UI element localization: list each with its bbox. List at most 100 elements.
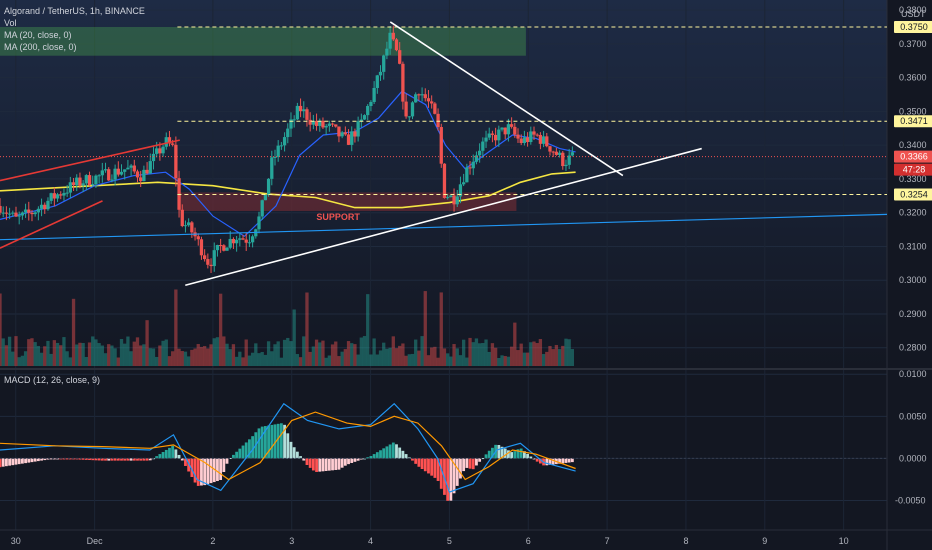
candle-body [46,200,50,210]
macd-histogram-bar [321,458,325,472]
macd-histogram-bar [350,458,354,463]
volume-bar [458,355,463,366]
candle-body [343,132,347,135]
volume-bar [289,341,293,366]
macd-histogram-bar [391,442,395,459]
volume-bar [382,342,386,366]
resistance-zone [0,27,526,56]
candle-body [519,138,523,144]
volume-bar [142,344,146,366]
ma20-legend[interactable]: MA (20, close, 0) [4,30,72,40]
volume-bar [244,339,248,366]
volume-bar [23,351,28,366]
volume-bar [30,338,34,366]
macd-histogram-bar [366,457,370,459]
volume-bar [321,340,325,366]
macd-histogram-bar [88,458,91,461]
candle-body [206,259,210,265]
candle-body [570,152,575,156]
macd-histogram-bar [385,446,389,459]
macd-line [0,402,576,493]
volume-bar [551,349,555,366]
macd-histogram-bar [487,450,491,459]
macd-histogram-bar [203,458,207,486]
volume-bar [161,340,165,366]
volume-bar [286,337,290,366]
volume-bar [225,343,229,366]
candle-body [100,170,104,176]
symbol-legend[interactable]: Algorand / TetherUS, 1h, BINANCE [4,6,145,16]
volume-bar [135,337,140,366]
candle-body [295,105,300,120]
candle-body [503,127,507,135]
candle-body [516,134,520,139]
volume-bar [273,344,277,366]
volume-bar [561,345,565,366]
candle-body [529,131,533,143]
macd-histogram-bar [491,447,494,459]
volume-bar [254,343,258,366]
volume-bar [439,292,443,366]
candle-body [87,175,92,185]
macd-histogram-bar [570,458,574,463]
macd-histogram-bar [558,458,561,464]
candle-body [446,197,450,199]
macd-histogram-bar [120,458,123,461]
macd-histogram-bar [331,458,334,471]
macd-legend[interactable]: MACD (12, 26, close, 9) [4,375,101,385]
candle-body [148,161,152,174]
volume-bar [119,339,124,366]
macd-histogram-bar [52,458,56,460]
price-tick-label: 0.3300 [899,174,927,184]
candle-body [461,182,466,185]
candle-body [385,48,389,56]
macd-histogram-bar [407,457,411,459]
candle-body [164,137,168,147]
volume-bar [247,355,252,366]
candle-body [532,131,536,135]
volume-bar [177,348,181,366]
candle-body [551,151,555,153]
support-zone-label: SUPPORT [316,212,360,222]
macd-histogram-bar [174,449,178,459]
macd-histogram-bar [20,458,24,464]
volume-bar [4,345,9,366]
ma200-legend[interactable]: MA (200, close, 0) [4,42,77,52]
volume-bar [187,356,191,366]
macd-histogram-bar [24,458,27,464]
candle-body [340,132,344,137]
volume-bar [222,336,226,366]
candle-body [151,153,156,162]
macd-histogram-bar [30,458,34,463]
candle-body [209,264,213,267]
macd-histogram-bar [417,458,421,467]
volume-bar [346,341,351,366]
candle-body [36,208,41,213]
macd-histogram-bar [206,458,210,485]
volume-bar [78,342,82,366]
macd-histogram-bar [177,454,181,459]
candle-body [113,168,117,180]
macd-histogram-bar [225,458,229,464]
candle-body [525,137,530,143]
volume-bar [314,339,319,366]
candle-body [449,195,453,198]
candle-body [279,145,284,147]
macd-histogram-bar [209,458,213,484]
macd-histogram-bar [62,458,66,460]
volume-bar [487,351,491,366]
macd-histogram-bar [68,458,72,460]
volume-bar [305,292,309,366]
volume-bar [180,351,184,366]
macd-histogram-bar [248,439,251,459]
macd-histogram-bar [311,458,315,471]
vol-legend[interactable]: Vol [4,18,17,28]
candle-body [171,143,175,145]
candle-body [180,209,184,227]
macd-histogram-bar [334,458,338,470]
macd-histogram-bar [414,458,418,464]
macd-histogram-bar [8,458,11,466]
macd-histogram-bar [251,436,255,459]
volume-bar [318,342,322,366]
